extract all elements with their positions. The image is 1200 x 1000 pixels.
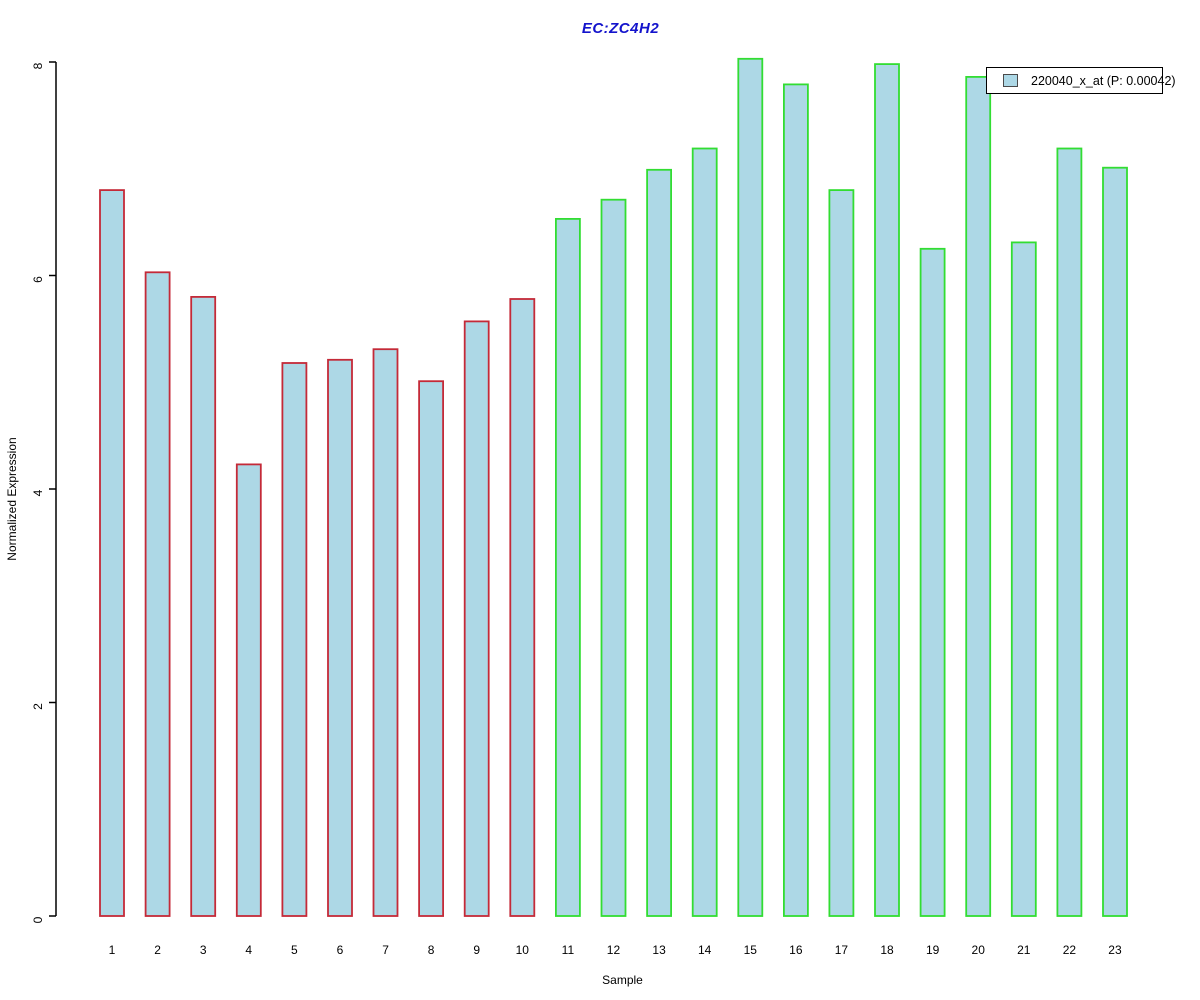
bar-sample-2 (144, 271, 171, 917)
bar-sample-9 (463, 320, 490, 917)
bar-sample-17 (828, 189, 855, 917)
x-axis-tick-label: 16 (789, 943, 803, 957)
bar-sample-13 (646, 168, 672, 917)
x-axis-tick-label: 12 (607, 943, 621, 957)
bar-sample-6 (327, 358, 353, 917)
legend-series-label: 220040_x_at (P: 0.00042) (1031, 73, 1176, 88)
bar-sample-8 (418, 380, 445, 917)
y-axis-tick-label: 2 (31, 703, 45, 710)
x-axis-tick-label: 8 (428, 943, 435, 957)
y-axis-tick-label: 0 (31, 916, 45, 923)
x-axis-tick-label: 10 (516, 943, 530, 957)
x-axis-tick-label: 20 (972, 943, 986, 957)
bar-sample-1 (99, 189, 125, 917)
x-axis-tick-label: 17 (835, 943, 849, 957)
bar-sample-20 (965, 76, 992, 917)
x-axis-tick-label: 4 (245, 943, 252, 957)
x-axis-tick-label: 22 (1063, 943, 1077, 957)
bar-sample-21 (1010, 241, 1037, 917)
bar-sample-16 (783, 83, 809, 917)
x-axis-tick-label: 3 (200, 943, 207, 957)
chart-title: EC:ZC4H2 (581, 20, 660, 37)
x-axis-tick-label: 23 (1108, 943, 1122, 957)
bar-sample-23 (1102, 166, 1128, 917)
bar-sample-4 (235, 463, 262, 917)
bar-sample-10 (509, 298, 536, 917)
x-axis-tick-label: 7 (382, 943, 389, 957)
x-axis-tick-label: 6 (337, 943, 344, 957)
bar-sample-15 (737, 57, 764, 917)
bar-sample-12 (600, 198, 627, 917)
y-axis-tick-label: 6 (31, 276, 45, 283)
x-axis-tick-label: 21 (1017, 943, 1031, 957)
x-axis-tick-label: 15 (744, 943, 758, 957)
x-axis-tick-label: 2 (154, 943, 161, 957)
x-axis-tick-label: 18 (880, 943, 894, 957)
bar-sample-7 (372, 348, 399, 917)
legend-box: 220040_x_at (P: 0.00042) (986, 67, 1176, 94)
x-axis-tick-label: 1 (109, 943, 116, 957)
bar-sample-19 (919, 247, 946, 917)
x-axis-title: Sample (602, 973, 643, 987)
y-axis-tick-label: 8 (31, 62, 45, 69)
bar-sample-11 (555, 217, 581, 917)
bar-sample-5 (281, 362, 308, 917)
x-axis-tick-label: 19 (926, 943, 940, 957)
bar-sample-18 (874, 63, 900, 917)
y-axis-tick-label: 4 (31, 489, 45, 496)
x-axis-tick-label: 9 (473, 943, 480, 957)
bar-sample-14 (691, 147, 718, 917)
x-axis-tick-label: 13 (652, 943, 666, 957)
bar-sample-22 (1056, 147, 1083, 917)
x-axis-tick-label: 11 (562, 943, 575, 957)
bar-sample-3 (190, 295, 217, 917)
y-axis-title: Normalized Expression (5, 437, 19, 560)
x-axis-tick-label: 5 (291, 943, 298, 957)
x-axis-tick-label: 14 (698, 943, 712, 957)
legend-swatch-icon (1003, 74, 1018, 87)
